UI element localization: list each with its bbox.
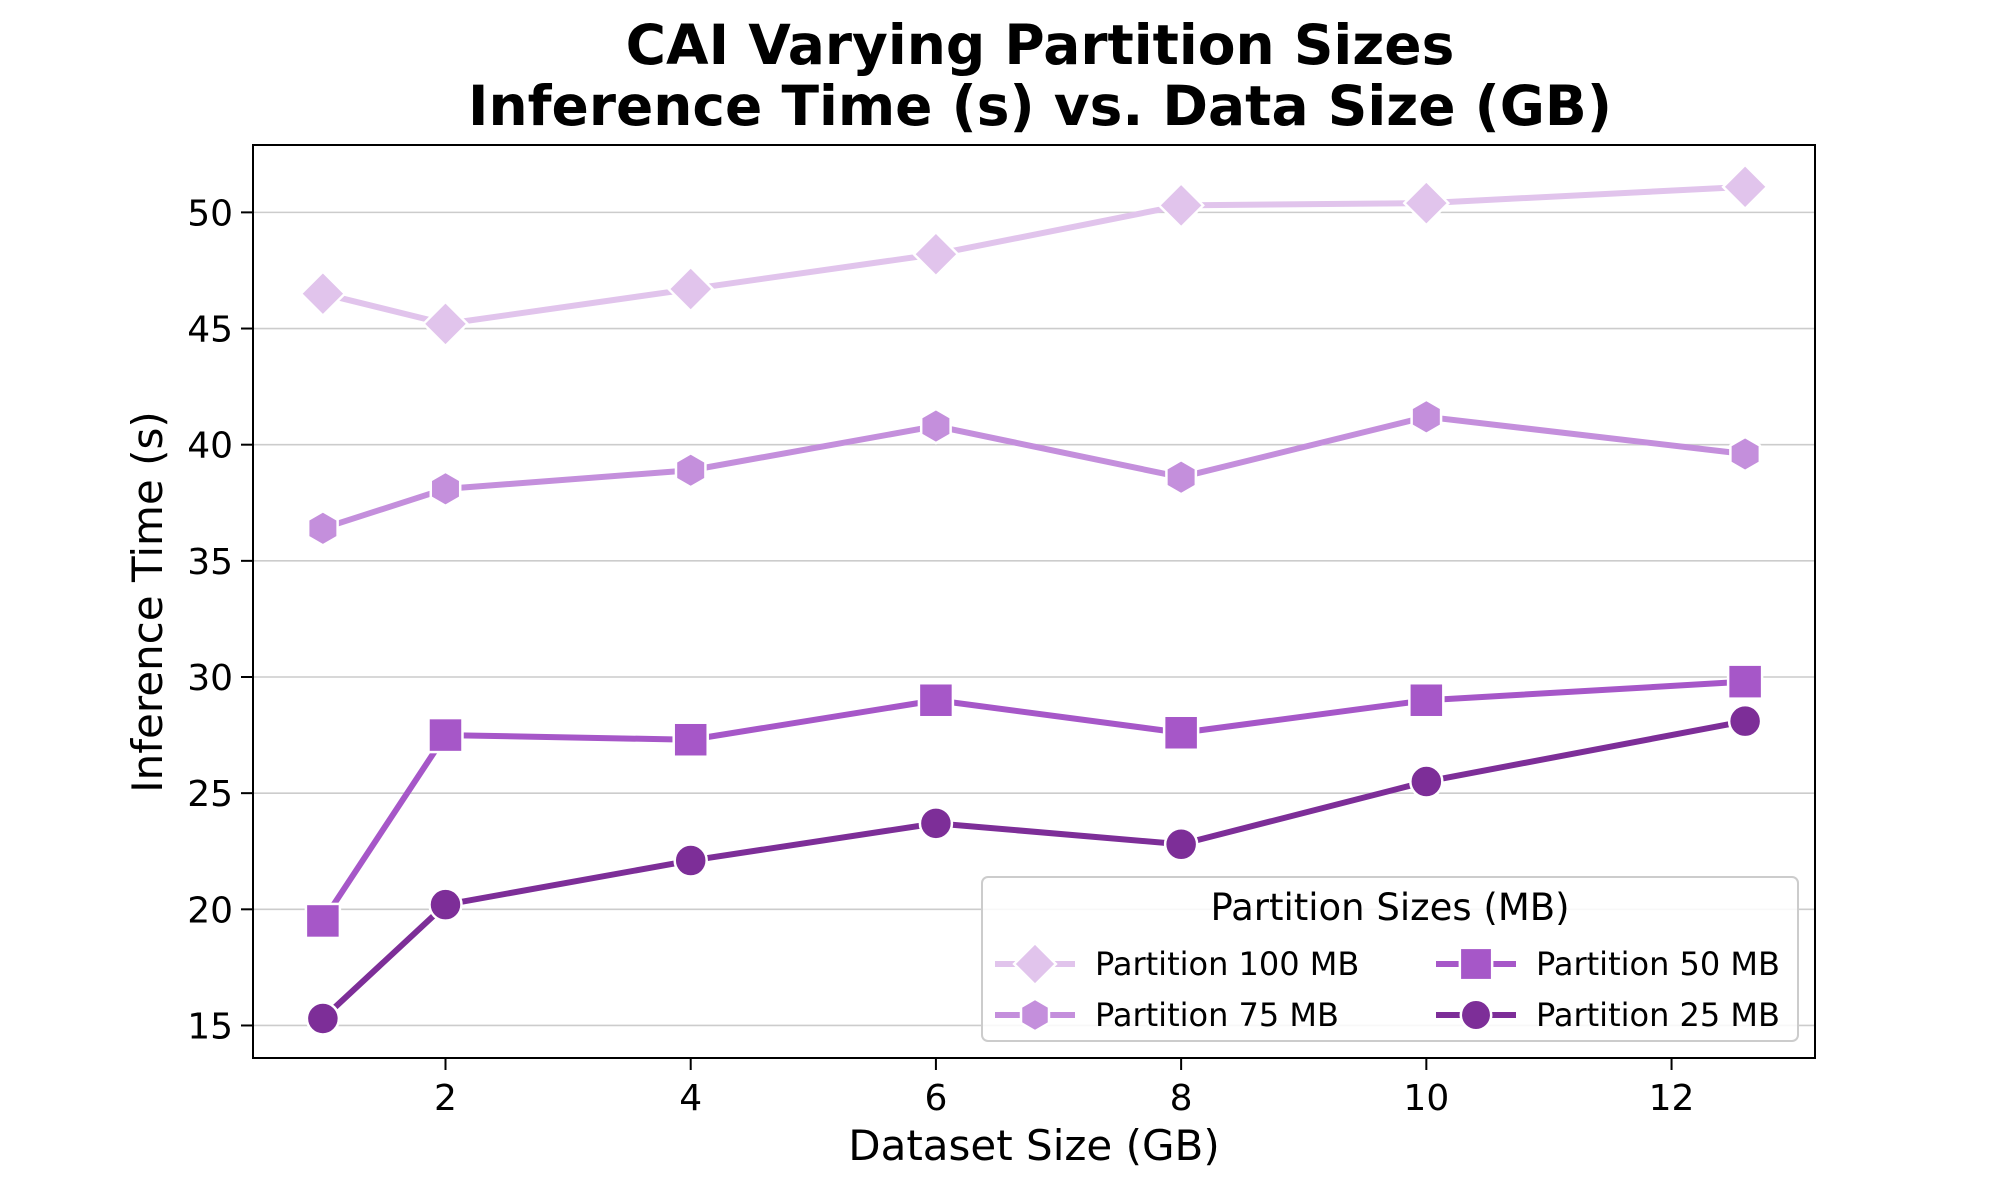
data-point-circle xyxy=(1409,764,1444,799)
data-point-diamond xyxy=(1402,179,1451,227)
y-tick-label: 45 xyxy=(187,310,233,351)
y-tick-label: 50 xyxy=(187,193,233,234)
data-point-diamond xyxy=(421,300,470,348)
legend-label: Partition 25 MB xyxy=(1536,996,1780,1034)
y-tick-label: 30 xyxy=(187,658,233,699)
legend-marker-circle xyxy=(1459,998,1493,1032)
x-tick-label: 2 xyxy=(434,1078,457,1119)
data-point-hexagon xyxy=(306,509,339,547)
legend-marker-diamond xyxy=(1012,941,1058,987)
data-point-diamond xyxy=(666,265,715,313)
legend-label: Partition 100 MB xyxy=(1095,945,1359,983)
x-tick-label: 8 xyxy=(1170,1078,1193,1119)
legend: Partition Sizes (MB) Partition 100 MBPar… xyxy=(981,876,1799,1042)
series-line-1 xyxy=(319,413,1749,532)
y-axis-label: Inference Time (s) xyxy=(123,411,172,793)
data-point-circle xyxy=(918,806,954,841)
data-point-circle xyxy=(305,1001,341,1036)
data-point-square xyxy=(917,681,955,719)
y-tick-label: 25 xyxy=(187,774,233,815)
chart-title-line1: CAI Varying Partition Sizes xyxy=(626,13,1455,77)
legend-title: Partition Sizes (MB) xyxy=(1210,886,1569,929)
y-tick-label: 15 xyxy=(187,1006,233,1047)
data-point-diamond xyxy=(912,230,960,278)
legend-entries: Partition 100 MB Partition 75 MB Partition… xyxy=(995,941,1780,1034)
series-line-0 xyxy=(319,183,1749,327)
data-point-circle xyxy=(428,887,463,922)
data-point-hexagon xyxy=(429,470,462,508)
data-point-square xyxy=(304,902,342,940)
legend-label: Partition 75 MB xyxy=(1095,996,1339,1034)
x-axis-label: Dataset Size (GB) xyxy=(848,1121,1220,1170)
x-tick-label: 6 xyxy=(924,1078,947,1119)
data-point-square xyxy=(672,721,709,758)
data-point-square xyxy=(1408,681,1445,719)
data-point-circle xyxy=(1727,703,1763,739)
data-point-hexagon xyxy=(919,407,952,445)
data-point-circle xyxy=(1163,827,1199,862)
data-point-square xyxy=(427,716,464,754)
data-point-hexagon xyxy=(1165,458,1198,496)
x-axis-ticks: 2 4 6 8 10 12 xyxy=(434,1058,1694,1119)
x-tick-label: 10 xyxy=(1403,1078,1449,1119)
legend-label: Partition 50 MB xyxy=(1536,945,1780,983)
data-point-hexagon xyxy=(674,451,707,489)
data-point-diamond xyxy=(299,269,347,318)
data-point-diamond xyxy=(1721,163,1769,211)
legend-marker-square xyxy=(1458,946,1494,982)
y-axis-ticks: 15 20 25 30 35 40 45 50 xyxy=(187,193,253,1047)
series-markers xyxy=(299,163,1769,1036)
y-tick-label: 35 xyxy=(187,542,233,583)
data-point-hexagon xyxy=(1410,398,1443,436)
y-tick-label: 40 xyxy=(187,426,233,467)
chart-title-line2: Inference Time (s) vs. Data Size (GB) xyxy=(468,74,1612,138)
data-point-hexagon xyxy=(1729,435,1762,473)
plot-area xyxy=(252,144,1816,1059)
x-tick-label: 12 xyxy=(1649,1078,1695,1119)
data-point-square xyxy=(1726,663,1764,700)
data-point-circle xyxy=(673,843,708,878)
x-tick-label: 4 xyxy=(679,1078,702,1119)
data-point-square xyxy=(1162,714,1200,752)
y-tick-label: 20 xyxy=(187,890,233,931)
legend-marker-hexagon xyxy=(1019,997,1051,1033)
data-point-diamond xyxy=(1157,181,1205,230)
legend-box xyxy=(981,876,1799,1042)
